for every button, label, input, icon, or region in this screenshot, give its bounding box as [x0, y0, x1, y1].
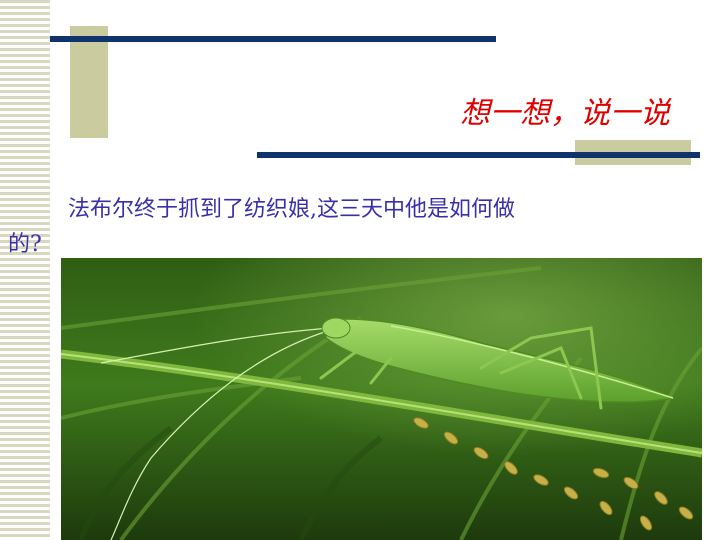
- katydid-photo: [61, 258, 702, 540]
- slide-title: 想一想，说一说: [460, 96, 670, 131]
- striped-margin: [0, 0, 50, 540]
- decorative-block-top: [70, 26, 108, 138]
- accent-bar-middle: [257, 152, 700, 158]
- question-text-line1: 法布尔终于抓到了纺织娘,这三天中他是如何做: [68, 197, 515, 222]
- question-text-line2: 的?: [8, 232, 42, 257]
- accent-bar-top: [50, 36, 496, 42]
